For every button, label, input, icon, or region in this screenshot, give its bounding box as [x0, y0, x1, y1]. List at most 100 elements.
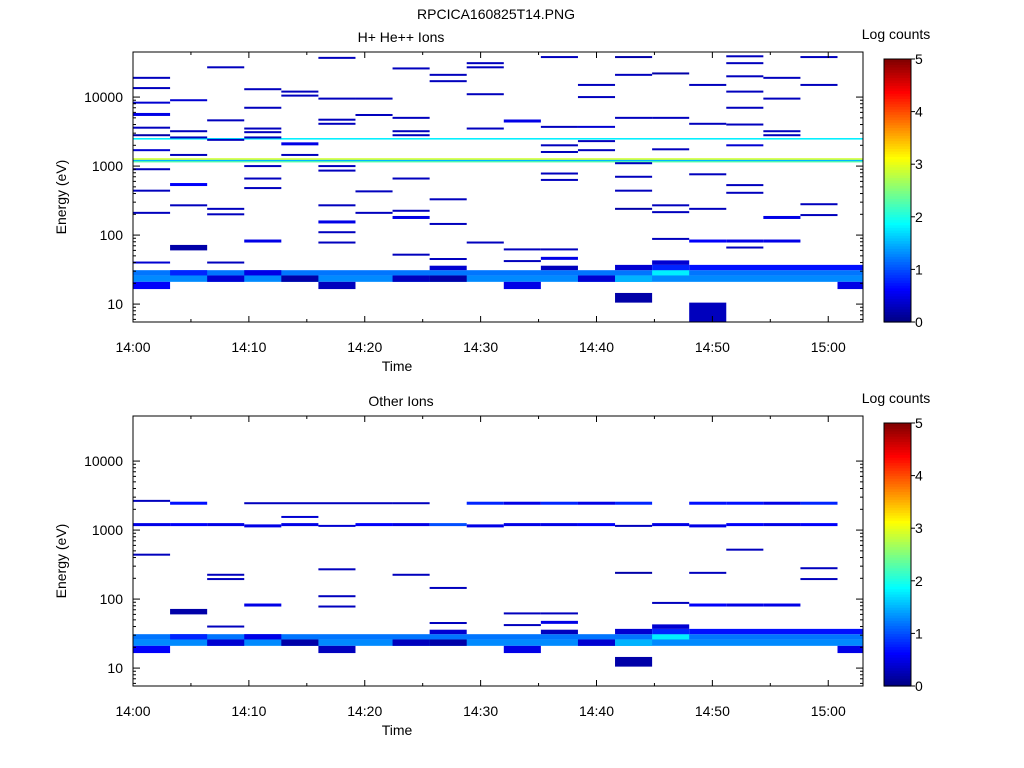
colorbar-segment	[884, 243, 911, 247]
heatmap-line	[170, 136, 208, 139]
colorbar-segment	[884, 491, 911, 495]
heatmap-line	[318, 169, 356, 172]
heatmap-line	[429, 73, 467, 76]
heatmap-line	[726, 75, 764, 78]
colorbar-segment	[884, 554, 911, 558]
heatmap-line	[318, 118, 356, 121]
colorbar-segment	[884, 148, 911, 152]
panel-h-he-ions: 14:00 14:10 14:20 14:30 14:40 14:50 15:0010100…	[53, 26, 930, 374]
colorbar-tick-label: 0	[915, 314, 923, 330]
heatmap-line	[726, 55, 764, 58]
colorbar-frame	[883, 58, 912, 323]
colorbar-segment	[884, 248, 911, 252]
x-tick-label: 14:10	[231, 703, 266, 719]
colorbar-segment	[884, 614, 911, 619]
heatmap-cell	[244, 270, 282, 276]
heatmap-cell	[133, 158, 863, 160]
colorbar-segment	[884, 116, 911, 121]
heatmap-line	[244, 165, 282, 168]
heatmap-line	[540, 501, 578, 505]
heatmap-line	[244, 127, 282, 130]
colorbar-segment	[884, 130, 911, 134]
colorbar-segment	[884, 593, 911, 598]
colorbar-segment	[884, 222, 911, 226]
heatmap-line	[689, 501, 727, 505]
heatmap-cell	[429, 265, 467, 271]
heatmap-line	[577, 501, 616, 505]
colorbar-segment	[884, 636, 911, 640]
colorbar-segment	[884, 562, 911, 566]
heatmap-line	[726, 184, 764, 187]
heatmap-line	[615, 162, 653, 165]
colorbar-segment	[884, 472, 911, 477]
heatmap-line	[133, 87, 171, 90]
colorbar-segment	[884, 567, 911, 571]
heatmap-line	[170, 523, 208, 527]
heatmap-line	[800, 567, 838, 570]
heatmap-line	[318, 204, 356, 207]
heatmap-line	[763, 130, 801, 133]
colorbar-segment	[884, 156, 911, 160]
heatmap-line	[540, 178, 578, 181]
colorbar-segment	[884, 446, 911, 450]
x-tick-label: 14:10	[231, 339, 266, 355]
heatmap-line	[392, 253, 430, 256]
heatmap-cell	[170, 244, 208, 251]
colorbar-segment	[884, 219, 911, 223]
heatmap-line	[281, 523, 319, 527]
heatmap-line	[615, 175, 653, 178]
colorbar-segment	[884, 588, 911, 592]
colorbar-segment	[884, 444, 911, 448]
colorbar-segment	[884, 462, 911, 466]
colorbar-segment	[884, 80, 911, 84]
colorbar-segment	[884, 517, 911, 521]
colorbar-segment	[884, 441, 911, 445]
colorbar-segment	[884, 193, 911, 197]
heatmap-line	[689, 603, 727, 607]
colorbar-segment	[884, 436, 911, 440]
colorbar-segment	[884, 423, 911, 427]
colorbar-frame	[883, 422, 912, 687]
heatmap-line	[207, 578, 245, 581]
colorbar-segment	[884, 470, 911, 474]
heatmap-line	[800, 56, 838, 59]
colorbar-segment	[884, 451, 911, 456]
heatmap-line	[466, 62, 504, 65]
heatmap-line	[577, 149, 616, 152]
y-tick-label: 10000	[84, 453, 123, 469]
colorbar-segment	[884, 557, 911, 561]
colorbar-segment	[884, 438, 911, 443]
colorbar-segment	[884, 457, 911, 461]
colorbar-segment	[884, 649, 911, 653]
colorbar-segment	[884, 578, 911, 582]
colorbar-segment	[884, 203, 911, 207]
colorbar-segment	[884, 179, 911, 184]
heatmap-cell	[244, 634, 282, 640]
heatmap-line	[429, 622, 467, 625]
colorbar-segment	[884, 570, 911, 574]
heatmap-line	[615, 207, 653, 210]
y-tick-label: 1000	[92, 158, 123, 174]
heatmap-line	[652, 237, 690, 240]
colorbar-segment	[884, 643, 911, 648]
heatmap-line	[244, 131, 282, 134]
colorbar-segment	[884, 264, 911, 268]
heatmap-line	[689, 571, 727, 574]
heatmap-line	[318, 568, 356, 571]
x-tick-label: 14:40	[579, 703, 614, 719]
heatmap-line	[392, 209, 430, 212]
colorbar-segment	[884, 664, 911, 669]
colorbar-segment	[884, 303, 911, 307]
colorbar-segment	[884, 158, 911, 163]
heatmap-line	[207, 138, 245, 141]
colorbar-segment	[884, 604, 911, 608]
heatmap-cell	[652, 624, 690, 629]
heatmap-line	[689, 239, 727, 243]
heatmap-cell	[133, 275, 863, 282]
colorbar-tick-label: 5	[915, 415, 923, 431]
heatmap-cell	[577, 275, 616, 282]
heatmap-line	[615, 524, 653, 527]
colorbar-segment	[884, 543, 911, 548]
heatmap-line	[652, 148, 690, 151]
